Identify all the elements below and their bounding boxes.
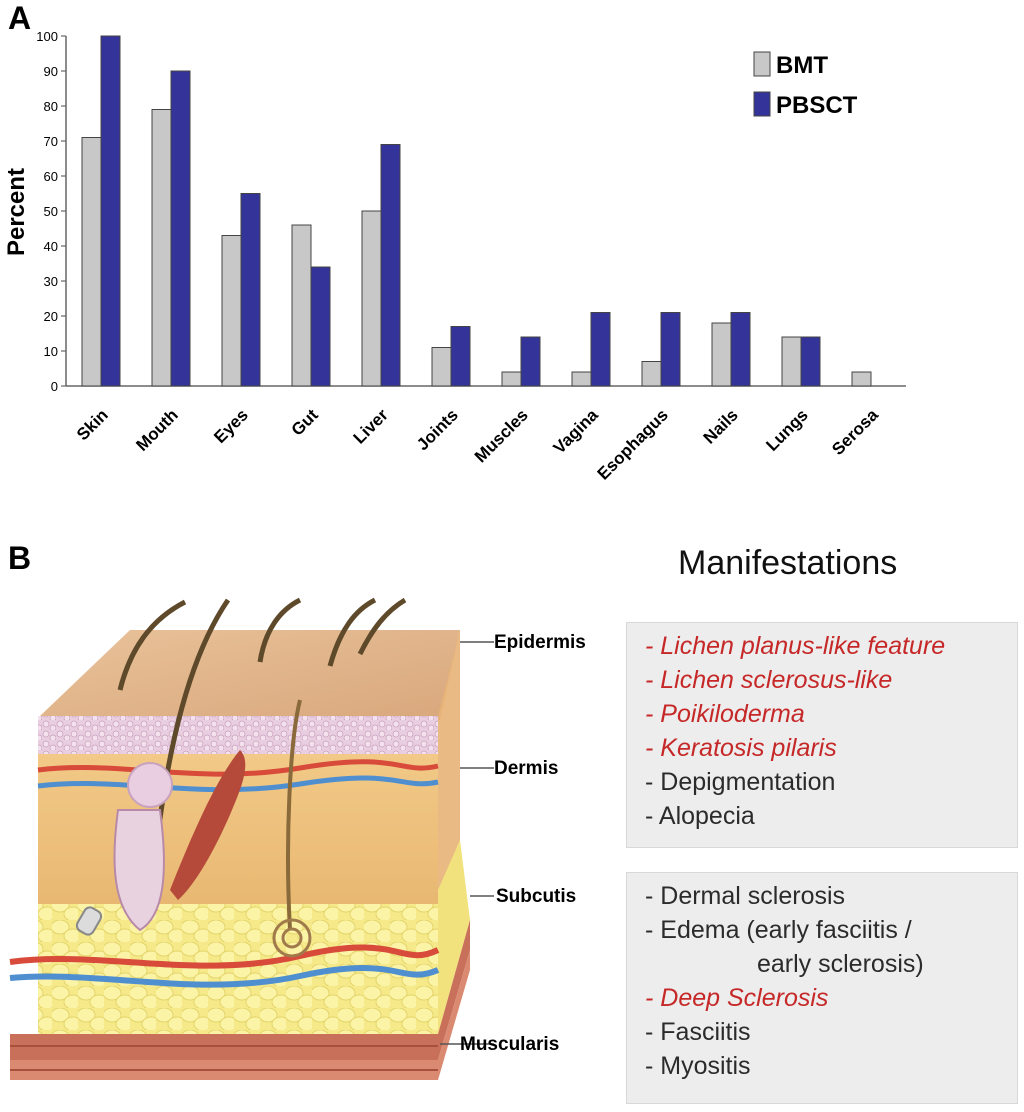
y-tick-label: 20 bbox=[44, 309, 58, 324]
x-tick-label: Joints bbox=[413, 405, 462, 454]
chart-bars bbox=[81, 35, 872, 387]
bar-bmt-nails bbox=[711, 322, 732, 387]
manifestation-item: - Lichen sclerosus-like bbox=[645, 666, 893, 694]
bar-bmt-skin bbox=[81, 137, 102, 387]
bar-bmt-joints bbox=[431, 347, 452, 387]
manifestation-item: - Depigmentation bbox=[645, 768, 836, 796]
muscularis-label: Muscularis bbox=[460, 1034, 560, 1055]
legend-label-bmt: BMT bbox=[776, 52, 828, 79]
bar-pbsct-esophagus bbox=[660, 312, 681, 387]
y-tick-label: 100 bbox=[36, 29, 58, 44]
bar-pbsct-joints bbox=[450, 326, 471, 387]
legend-label-pbsct: PBSCT bbox=[776, 92, 858, 119]
bar-bmt-mouth bbox=[151, 109, 172, 387]
bar-pbsct-muscles bbox=[520, 336, 541, 387]
bar-pbsct-eyes bbox=[240, 193, 261, 387]
bar-pbsct-lungs bbox=[800, 336, 821, 387]
manifestation-item: - Alopecia bbox=[645, 802, 755, 830]
x-tick-label: Serosa bbox=[828, 405, 882, 459]
y-tick-label: 50 bbox=[44, 204, 58, 219]
y-tick-label: 90 bbox=[44, 64, 58, 79]
y-tick-label: 10 bbox=[44, 344, 58, 359]
panel-a-label: A bbox=[8, 0, 32, 36]
manifestations-title: Manifestations bbox=[678, 544, 898, 582]
manifestation-item: - Poikiloderma bbox=[645, 700, 805, 728]
y-tick-label: 70 bbox=[44, 134, 58, 149]
manifestation-item: - Fasciitis bbox=[645, 1018, 751, 1046]
manifestation-item: - Deep Sclerosis bbox=[645, 984, 829, 1012]
bar-bmt-vagina bbox=[571, 371, 592, 387]
subcutis-label: Subcutis bbox=[496, 886, 577, 907]
bar-pbsct-nails bbox=[730, 312, 751, 387]
bar-bmt-lungs bbox=[781, 336, 802, 387]
manifestation-item: - Edema (early fasciitis / bbox=[645, 916, 912, 944]
x-tick-label: Skin bbox=[73, 405, 112, 444]
x-tick-label: Liver bbox=[350, 405, 392, 447]
legend-swatch-bmt bbox=[753, 51, 771, 77]
panel-b-label: B bbox=[8, 540, 32, 576]
bar-bmt-serosa bbox=[851, 371, 872, 387]
bar-pbsct-vagina bbox=[590, 312, 611, 387]
bar-bmt-muscles bbox=[501, 371, 522, 387]
x-tick-label: Lungs bbox=[762, 405, 811, 454]
manifestation-item: - Lichen planus-like feature bbox=[645, 632, 946, 660]
manifestation-item: - Myositis bbox=[645, 1052, 751, 1080]
manifestation-item: - Dermal sclerosis bbox=[645, 882, 846, 910]
manifestations-group-2: - Dermal sclerosis - Edema (early fasciit… bbox=[626, 872, 1018, 1104]
bar-bmt-eyes bbox=[221, 235, 242, 387]
x-tick-label: Nails bbox=[700, 405, 742, 447]
bar-pbsct-mouth bbox=[170, 70, 191, 387]
bar-bmt-liver bbox=[361, 210, 382, 387]
bar-pbsct-liver bbox=[380, 144, 401, 387]
x-tick-labels: Skin Mouth Eyes Gut Liver Joints Muscles Vagina… bbox=[73, 405, 882, 484]
bar-pbsct-skin bbox=[100, 35, 121, 387]
chart-legend: BMT PBSCT bbox=[753, 51, 858, 119]
x-tick-label: Eyes bbox=[210, 405, 252, 447]
chart-axes bbox=[65, 36, 906, 387]
bar-bmt-esophagus bbox=[641, 361, 662, 387]
y-tick-label: 0 bbox=[51, 379, 58, 394]
y-tick-label: 30 bbox=[44, 274, 58, 289]
x-tick-label: Mouth bbox=[132, 405, 181, 454]
epidermis-label: Epidermis bbox=[494, 632, 586, 653]
bar-chart: 0 10 20 30 40 50 60 70 80 90 100 Skin Mouth Eyes Gut L… bbox=[3, 29, 906, 484]
dermis-label: Dermis bbox=[494, 758, 559, 779]
manifestation-item: - Keratosis pilaris bbox=[645, 734, 837, 762]
bar-pbsct-gut bbox=[310, 266, 331, 387]
manifestations-group-1: - Lichen planus-like feature - Lichen scl… bbox=[626, 622, 1018, 848]
skin-cross-section-illustration bbox=[9, 597, 494, 1080]
y-tick-label: 80 bbox=[44, 99, 58, 114]
x-tick-label: Esophagus bbox=[594, 405, 672, 483]
legend-swatch-pbsct bbox=[753, 91, 771, 117]
x-tick-label: Gut bbox=[288, 405, 322, 439]
y-axis-label: Percent bbox=[3, 168, 30, 256]
y-tick-label: 60 bbox=[44, 169, 58, 184]
y-tick-label: 40 bbox=[44, 239, 58, 254]
x-tick-label: Vagina bbox=[550, 405, 603, 458]
y-ticks: 0 10 20 30 40 50 60 70 80 90 100 bbox=[36, 29, 66, 394]
x-tick-label: Muscles bbox=[471, 405, 532, 466]
bar-bmt-gut bbox=[291, 224, 312, 387]
manifestation-item: early sclerosis) bbox=[757, 950, 924, 978]
